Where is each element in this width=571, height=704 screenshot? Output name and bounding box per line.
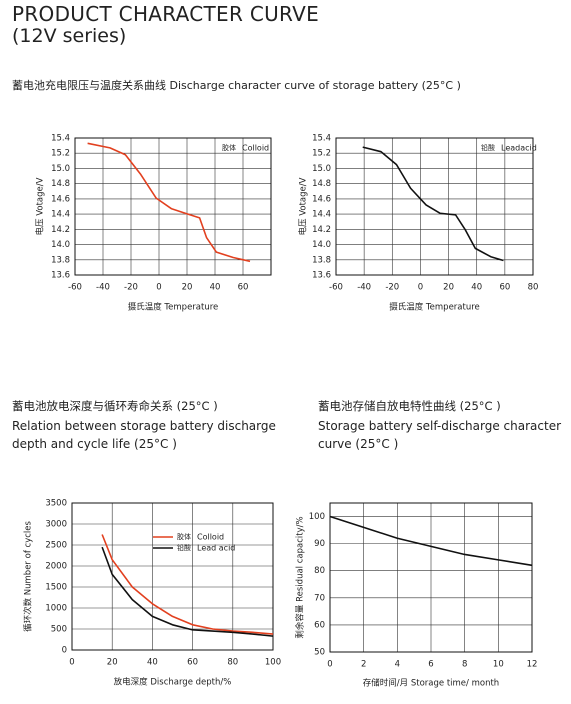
y-tick-label: 3500 — [45, 499, 67, 509]
y-tick-label: 2000 — [45, 562, 67, 572]
x-tick-label: 40 — [147, 658, 158, 668]
data-line — [329, 515, 533, 567]
x-tick-label: -60 — [329, 283, 343, 293]
x-tick-label: 8 — [462, 660, 467, 670]
data-line — [101, 546, 274, 637]
legend-label: Lead acid — [197, 544, 235, 553]
section-heading: Relation between storage battery dischar… — [12, 419, 276, 451]
x-tick-label: 6 — [428, 660, 433, 670]
y-tick-label: 13.6 — [51, 271, 70, 281]
y-tick-label: 14.4 — [312, 210, 331, 220]
x-tick-label: 0 — [418, 283, 423, 293]
x-tick-label: -20 — [385, 283, 399, 293]
y-tick-label: 14.6 — [51, 194, 70, 204]
plot-frame — [71, 502, 274, 651]
x-tick-label: -40 — [357, 283, 371, 293]
x-axis-title: 放电深度 Discharge depth/% — [114, 677, 232, 688]
plot-frame — [335, 137, 534, 276]
data-line — [362, 146, 504, 262]
y-tick-label: 15.4 — [51, 134, 70, 144]
y-axis-title: 剩余容量 Residual capacity/% — [295, 516, 306, 638]
y-tick-label: 2500 — [45, 541, 67, 551]
page-title: PRODUCT CHARACTER CURVE — [12, 2, 320, 26]
legend-label: 胶体 — [177, 532, 191, 541]
y-tick-label: 90 — [314, 539, 325, 549]
y-tick-label: 13.8 — [51, 255, 70, 265]
x-tick-label: 40 — [210, 283, 221, 293]
y-tick-label: 0 — [62, 646, 67, 656]
y-tick-label: 500 — [51, 625, 67, 635]
x-tick-label: 0 — [156, 283, 161, 293]
y-tick-label: 100 — [309, 512, 325, 522]
x-tick-label: -60 — [68, 283, 82, 293]
x-tick-label: 2 — [361, 660, 366, 670]
x-tick-label: 20 — [182, 283, 193, 293]
y-tick-label: 50 — [314, 648, 325, 658]
x-tick-label: 4 — [395, 660, 400, 670]
y-tick-label: 1000 — [45, 604, 67, 614]
x-tick-label: 0 — [327, 660, 332, 670]
x-axis-title: 摄氏温度 Temperature — [128, 302, 219, 313]
y-tick-label: 13.6 — [312, 271, 331, 281]
data-line — [101, 534, 274, 635]
x-tick-label: 100 — [265, 658, 281, 668]
y-tick-label: 1500 — [45, 583, 67, 593]
x-tick-label: 60 — [499, 283, 510, 293]
y-tick-label: 14.0 — [51, 240, 70, 250]
y-tick-label: 13.8 — [312, 255, 331, 265]
legend-label: Colloid — [242, 144, 269, 153]
y-axis-title: 电压 Votage/V — [298, 177, 309, 235]
y-tick-label: 14.4 — [51, 210, 70, 220]
legend-label: 铅酸 — [481, 143, 495, 152]
page-subtitle: (12V series) — [12, 25, 127, 47]
y-tick-label: 14.8 — [312, 179, 331, 189]
legend-label: Colloid — [197, 533, 224, 542]
data-line — [87, 142, 251, 263]
x-tick-label: 0 — [69, 658, 74, 668]
y-tick-label: 14.6 — [312, 194, 331, 204]
y-tick-label: 3000 — [45, 520, 67, 530]
plot-frame — [329, 502, 533, 653]
y-axis-title: 循环次数 Number of cycles — [23, 521, 34, 632]
x-tick-label: 12 — [527, 660, 538, 670]
y-tick-label: 14.2 — [312, 225, 331, 235]
x-tick-label: 40 — [471, 283, 482, 293]
legend-label: 胶体 — [222, 143, 236, 152]
legend-label: Leadacid — [501, 144, 537, 153]
y-tick-label: 14.0 — [312, 240, 331, 250]
y-tick-label: 15.2 — [312, 149, 331, 159]
y-tick-label: 70 — [314, 593, 325, 603]
x-axis-title: 存储时间/月 Storage time/ month — [363, 678, 499, 689]
section-heading: 蓄电池充电限压与温度关系曲线 Discharge character curve… — [12, 79, 461, 92]
section-heading: Storage battery self-discharge character… — [318, 419, 562, 451]
y-tick-label: 15.4 — [312, 134, 331, 144]
section-heading: 蓄电池放电深度与循环寿命关系 (25°C ) — [12, 399, 218, 413]
x-tick-label: -40 — [96, 283, 110, 293]
y-tick-label: 15.2 — [51, 149, 70, 159]
x-tick-label: 60 — [187, 658, 198, 668]
x-tick-label: 80 — [227, 658, 238, 668]
y-tick-label: 14.8 — [51, 179, 70, 189]
y-tick-label: 15.0 — [312, 164, 331, 174]
plot-frame — [74, 137, 272, 276]
y-tick-label: 14.2 — [51, 225, 70, 235]
y-axis-title: 电压 Votage/V — [35, 177, 46, 235]
y-tick-label: 15.0 — [51, 164, 70, 174]
x-tick-label: 80 — [528, 283, 539, 293]
x-tick-label: 10 — [493, 660, 504, 670]
section-heading: 蓄电池存储自放电特性曲线 (25°C ) — [318, 399, 501, 413]
x-tick-label: 20 — [107, 658, 118, 668]
x-tick-label: 60 — [238, 283, 249, 293]
x-axis-title: 摄氏温度 Temperature — [389, 302, 480, 313]
y-tick-label: 80 — [314, 566, 325, 576]
legend-label: 铅酸 — [177, 543, 191, 552]
y-tick-label: 60 — [314, 620, 325, 630]
x-tick-label: 20 — [443, 283, 454, 293]
x-tick-label: -20 — [124, 283, 138, 293]
